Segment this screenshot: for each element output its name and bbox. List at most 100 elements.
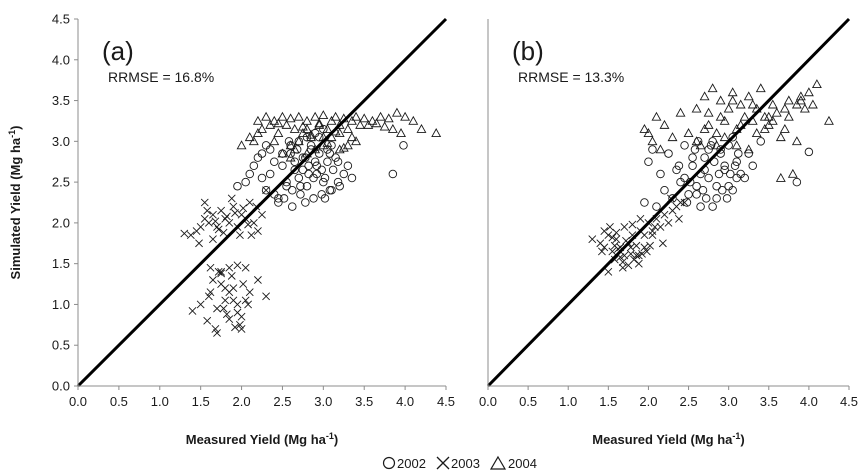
- point-2003: [588, 235, 597, 244]
- point-2003: [253, 227, 262, 235]
- point-2004: [715, 95, 726, 105]
- panel-b-x-ticks: 0.0 0.5 1.0 1.5 2.0 2.5 3.0 3.5 4.0 4.5: [479, 386, 858, 409]
- point-2003: [620, 251, 629, 260]
- point-2004: [727, 95, 738, 105]
- point-2002: [728, 133, 737, 142]
- point-2002: [333, 177, 343, 187]
- point-2002: [309, 194, 318, 203]
- point-2003: [680, 198, 689, 207]
- point-2002: [245, 169, 254, 179]
- y-tick-label: 1.5: [52, 256, 70, 271]
- point-2003: [262, 186, 271, 195]
- point-2002: [804, 147, 814, 157]
- point-2004: [387, 123, 398, 133]
- x-tick-label: 3.5: [760, 394, 778, 409]
- point-2003: [660, 210, 669, 219]
- point-2002: [257, 149, 267, 158]
- point-2004: [302, 123, 312, 133]
- point-2003: [236, 320, 244, 329]
- y-tick-label: 0.5: [52, 338, 70, 353]
- point-2002: [339, 169, 349, 179]
- point-2002: [704, 173, 713, 183]
- point-2002: [288, 202, 297, 211]
- point-2003: [213, 223, 221, 231]
- point-2003: [209, 235, 217, 244]
- x-tick-label: 4.5: [840, 394, 858, 409]
- point-2002: [732, 157, 741, 166]
- legend-item-2003: 2003: [436, 456, 480, 471]
- point-2002: [388, 169, 398, 179]
- point-2003: [646, 241, 654, 250]
- legend-triangle-marker: [489, 455, 507, 470]
- point-2004: [293, 136, 304, 146]
- point-2002: [304, 161, 313, 171]
- point-2003: [634, 251, 643, 260]
- point-2003: [227, 194, 236, 203]
- point-2002: [320, 173, 330, 183]
- point-2003: [676, 198, 685, 207]
- point-2002: [717, 186, 727, 195]
- point-2002: [728, 186, 737, 195]
- point-2002: [312, 169, 322, 179]
- x-tick-label: 3.0: [314, 394, 332, 409]
- point-2002: [323, 157, 332, 166]
- point-2003: [188, 307, 197, 315]
- panel-b: 0.0 0.5 1.0 1.5 2.0 2.5 3.0 3.5 4.0 4.5 (b) RRMSE…: [479, 17, 858, 447]
- point-2004: [719, 132, 730, 142]
- point-2002: [685, 177, 695, 187]
- point-2002: [726, 169, 735, 179]
- point-2004: [751, 128, 762, 137]
- legend-x-marker: [436, 456, 450, 470]
- point-2003: [180, 229, 189, 238]
- point-2004: [779, 103, 790, 113]
- point-2004: [310, 111, 321, 121]
- point-2003: [227, 271, 236, 280]
- point-2004: [302, 115, 312, 125]
- point-2004: [699, 123, 710, 133]
- point-2002: [325, 149, 335, 158]
- point-2002: [284, 137, 294, 146]
- point-2002: [233, 181, 242, 191]
- point-2002: [730, 161, 740, 171]
- point-2004: [408, 115, 419, 125]
- panel-b-x-axis-title: Measured Yield (Mg ha-1): [592, 431, 745, 447]
- point-2002: [680, 141, 689, 150]
- point-2004: [647, 136, 658, 146]
- point-2004: [743, 91, 754, 101]
- point-2004: [727, 87, 738, 97]
- point-2003: [632, 241, 641, 250]
- point-2004: [289, 123, 300, 133]
- point-2003: [225, 315, 234, 324]
- point-2003: [209, 210, 217, 219]
- point-2003: [233, 308, 242, 317]
- panel-b-label: (b): [512, 36, 544, 66]
- point-2003: [213, 304, 221, 313]
- point-2004: [367, 115, 378, 125]
- point-2004: [703, 119, 714, 129]
- point-2002: [290, 157, 299, 166]
- legend-label-2002: 2002: [397, 456, 426, 471]
- point-2002: [736, 169, 745, 179]
- point-2003: [604, 267, 613, 276]
- point-2003: [608, 247, 617, 256]
- point-2003: [597, 247, 606, 256]
- point-2004: [675, 107, 686, 117]
- point-2004: [795, 95, 806, 105]
- point-2002: [317, 165, 326, 175]
- point-2003: [214, 267, 223, 276]
- x-tick-label: 1.0: [559, 394, 577, 409]
- point-2004: [651, 111, 662, 121]
- point-2002: [720, 165, 729, 175]
- point-2002: [399, 141, 408, 150]
- point-2002: [249, 161, 259, 171]
- point-2002: [290, 165, 299, 175]
- point-2004: [244, 132, 255, 142]
- point-2004: [314, 118, 325, 128]
- x-tick-label: 3.5: [355, 394, 373, 409]
- point-2003: [628, 220, 637, 229]
- point-2002: [296, 190, 305, 199]
- point-2002: [325, 186, 335, 195]
- point-2004: [269, 136, 280, 146]
- point-2003: [610, 255, 619, 264]
